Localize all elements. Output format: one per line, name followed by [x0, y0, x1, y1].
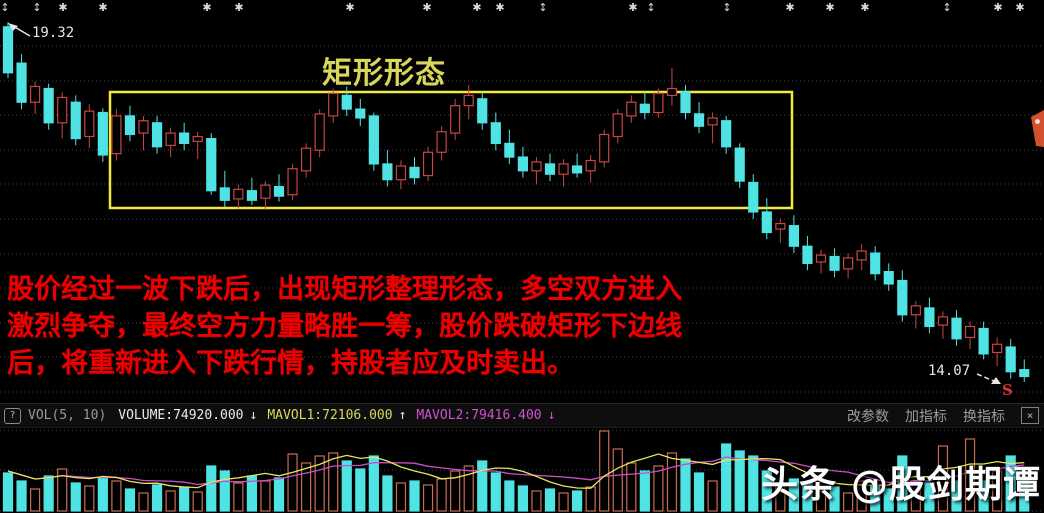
- switch-indicator-button[interactable]: 换指标: [963, 408, 1005, 425]
- event-marker-icon[interactable]: ✱: [993, 1, 1003, 14]
- event-marker-icon[interactable]: ✱: [1015, 1, 1025, 14]
- event-marker-icon[interactable]: ↕: [646, 1, 656, 14]
- watermark-handle: @股剑期谭: [837, 463, 1041, 506]
- mavol1-up-arrow-icon: ↑: [398, 408, 407, 423]
- commentary-line-3: 后，将重新进入下跌行情，持股者应及时卖出。: [7, 348, 574, 379]
- mavol1-value-label: MAVOL1:72106.000: [267, 408, 393, 423]
- low-price-label: 14.07: [928, 363, 971, 379]
- add-indicator-button[interactable]: 加指标: [905, 408, 947, 425]
- volume-down-arrow-icon: ↓: [249, 408, 258, 423]
- event-marker-icon[interactable]: ✱: [825, 1, 835, 14]
- indicator-name-label: VOL(5, 10): [28, 408, 107, 423]
- event-marker-icon[interactable]: ✱: [495, 1, 505, 14]
- event-marker-icon[interactable]: ↕: [0, 1, 10, 14]
- help-icon[interactable]: ?: [4, 407, 21, 424]
- watermark-brand: 头条: [761, 463, 838, 506]
- event-marker-icon[interactable]: ✱: [785, 1, 795, 14]
- commentary-text: 股价经过一波下跌后，出现矩形整理形态，多空双方进入 激烈争夺，最终空方力量略胜一…: [7, 271, 682, 382]
- commentary-line-2: 激烈争夺，最终空方力量略胜一筹，股价跌破矩形下边线: [7, 311, 682, 342]
- change-params-button[interactable]: 改参数: [847, 408, 889, 425]
- event-marker-icon[interactable]: ✱: [58, 1, 68, 14]
- event-marker-icon[interactable]: ↕: [32, 1, 42, 14]
- event-marker-icon[interactable]: ✱: [628, 1, 638, 14]
- high-price-label: 19.32: [32, 25, 75, 41]
- mavol2-down-arrow-icon: ↓: [547, 408, 556, 423]
- event-marker-icon[interactable]: ✱: [472, 1, 482, 14]
- event-marker-icon[interactable]: ✱: [422, 1, 432, 14]
- event-marker-icon[interactable]: ↕: [722, 1, 732, 14]
- watermark: 头条 @股剑期谭: [761, 454, 1041, 508]
- indicator-status-bar: ? VOL(5, 10) VOLUME:74920.000 ↓ MAVOL1:7…: [0, 403, 1044, 428]
- event-marker-icon[interactable]: ✱: [98, 1, 108, 14]
- event-marker-icon[interactable]: ✱: [202, 1, 212, 14]
- event-marker-icon[interactable]: ↕: [538, 1, 548, 14]
- volume-value-label: VOLUME:74920.000: [118, 408, 244, 423]
- pattern-title: 矩形形态: [322, 56, 446, 91]
- event-marker-icon[interactable]: ✱: [860, 1, 870, 14]
- sell-signal-marker: S: [1002, 381, 1013, 399]
- event-marker-icon[interactable]: ✱: [234, 1, 244, 14]
- mavol2-value-label: MAVOL2:79416.400: [416, 408, 542, 423]
- event-marker-icon[interactable]: ✱: [345, 1, 355, 14]
- commentary-line-1: 股价经过一波下跌后，出现矩形整理形态，多空双方进入: [7, 274, 682, 305]
- event-marker-icon[interactable]: ↕: [942, 1, 952, 14]
- close-icon[interactable]: ×: [1021, 407, 1039, 424]
